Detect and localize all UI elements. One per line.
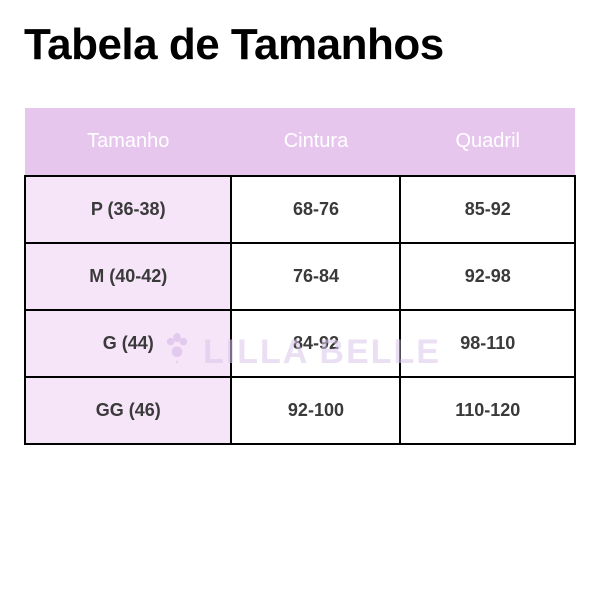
cell-cintura: 92-100 — [231, 377, 400, 444]
table-row: GG (46) 92-100 110-120 — [25, 377, 575, 444]
cell-cintura: 68-76 — [231, 176, 400, 243]
cell-cintura: 84-92 — [231, 310, 400, 377]
cell-size: M (40-42) — [25, 243, 231, 310]
cell-quadril: 85-92 — [400, 176, 575, 243]
cell-cintura: 76-84 — [231, 243, 400, 310]
table-row: G (44) 84-92 98-110 — [25, 310, 575, 377]
col-header-cintura: Cintura — [231, 108, 400, 176]
cell-quadril: 98-110 — [400, 310, 575, 377]
table-row: M (40-42) 76-84 92-98 — [25, 243, 575, 310]
cell-size: G (44) — [25, 310, 231, 377]
cell-quadril: 92-98 — [400, 243, 575, 310]
page-title: Tabela de Tamanhos — [24, 20, 576, 70]
col-header-tamanho: Tamanho — [25, 108, 231, 176]
table-row: P (36-38) 68-76 85-92 — [25, 176, 575, 243]
col-header-quadril: Quadril — [400, 108, 575, 176]
cell-size: GG (46) — [25, 377, 231, 444]
size-table: Tamanho Cintura Quadril P (36-38) 68-76 … — [24, 108, 576, 445]
cell-size: P (36-38) — [25, 176, 231, 243]
table-header-row: Tamanho Cintura Quadril — [25, 108, 575, 176]
cell-quadril: 110-120 — [400, 377, 575, 444]
